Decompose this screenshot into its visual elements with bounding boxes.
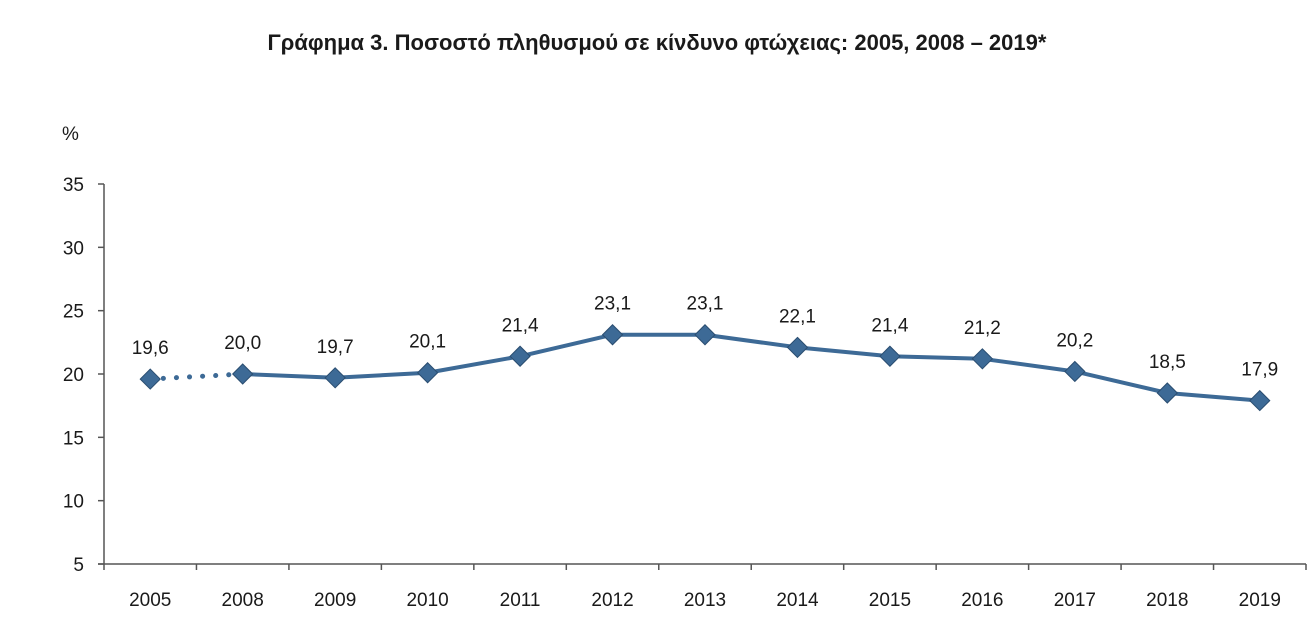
data-point-marker xyxy=(601,324,624,346)
x-tick-label: 2005 xyxy=(129,590,171,611)
data-point-marker xyxy=(879,345,901,367)
x-axis-ticks: 2005 2008 2009 2010 2011 2012 2013 2014 2015 2016… xyxy=(103,564,1307,611)
data-label: 19,6 xyxy=(132,338,169,359)
y-tick-label: 5 xyxy=(73,555,84,576)
series-segment xyxy=(980,356,1077,374)
x-tick-label: 2018 xyxy=(1146,590,1188,611)
series-segment xyxy=(1072,369,1170,395)
series-segment xyxy=(1165,391,1262,403)
data-point-marker xyxy=(1064,360,1086,383)
y-axis-ticks: 5 10 15 20 25 30 35 xyxy=(63,175,104,576)
data-label: 23,1 xyxy=(687,294,724,315)
series-segment xyxy=(518,332,615,359)
data-label: 17,9 xyxy=(1241,360,1278,381)
data-point-marker xyxy=(509,345,531,367)
data-point-marker xyxy=(139,368,161,390)
series-segment xyxy=(887,354,985,361)
data-label: 19,7 xyxy=(317,337,354,358)
series-segment xyxy=(333,370,430,380)
data-point-marker xyxy=(786,336,809,359)
x-tick-label: 2010 xyxy=(406,590,448,611)
y-axis-label: % xyxy=(62,124,79,145)
series-segment-dotted xyxy=(147,371,246,382)
data-label: 20,2 xyxy=(1056,330,1093,351)
series-markers xyxy=(139,324,1271,412)
x-tick-label: 2015 xyxy=(869,590,911,611)
data-labels: 19,6 20,0 19,7 20,1 21,4 23,1 23,1 22,1 21,4 21,2… xyxy=(132,294,1279,381)
data-label: 23,1 xyxy=(594,294,631,315)
data-point-marker xyxy=(694,324,716,346)
x-tick-label: 2008 xyxy=(222,590,264,611)
x-tick-label: 2017 xyxy=(1054,590,1096,611)
series-segment xyxy=(240,372,338,380)
data-label: 20,1 xyxy=(409,332,446,353)
x-tick-label: 2014 xyxy=(776,590,819,611)
x-tick-label: 2009 xyxy=(314,590,356,611)
series-lines xyxy=(147,332,1262,403)
x-tick-label: 2011 xyxy=(500,590,541,611)
x-tick-label: 2019 xyxy=(1239,590,1281,611)
data-point-marker xyxy=(971,348,994,370)
y-tick-label: 10 xyxy=(63,492,84,513)
y-tick-label: 30 xyxy=(63,238,84,259)
data-point-marker xyxy=(231,363,254,385)
x-tick-label: 2013 xyxy=(684,590,726,611)
data-label: 20,0 xyxy=(224,333,261,354)
x-tick-label: 2012 xyxy=(591,590,633,611)
y-tick-label: 25 xyxy=(63,302,84,323)
series-segment xyxy=(795,345,892,359)
series-segment xyxy=(703,332,800,350)
data-point-marker xyxy=(416,362,439,384)
series-segment xyxy=(425,354,523,375)
data-label: 21,2 xyxy=(964,318,1001,339)
data-label: 21,4 xyxy=(502,315,539,336)
data-point-marker xyxy=(1249,389,1271,412)
y-tick-label: 35 xyxy=(63,175,84,196)
data-point-marker xyxy=(324,367,346,389)
data-label: 18,5 xyxy=(1149,352,1186,373)
y-tick-label: 20 xyxy=(63,365,84,386)
data-point-marker xyxy=(1156,382,1179,404)
data-label: 21,4 xyxy=(871,315,908,336)
data-label: 22,1 xyxy=(779,306,816,327)
chart-title: Γράφημα 3. Ποσοστό πληθυσμού σε κίνδυνο … xyxy=(267,30,1047,55)
y-tick-label: 15 xyxy=(63,428,84,449)
x-tick-label: 2016 xyxy=(961,590,1003,611)
